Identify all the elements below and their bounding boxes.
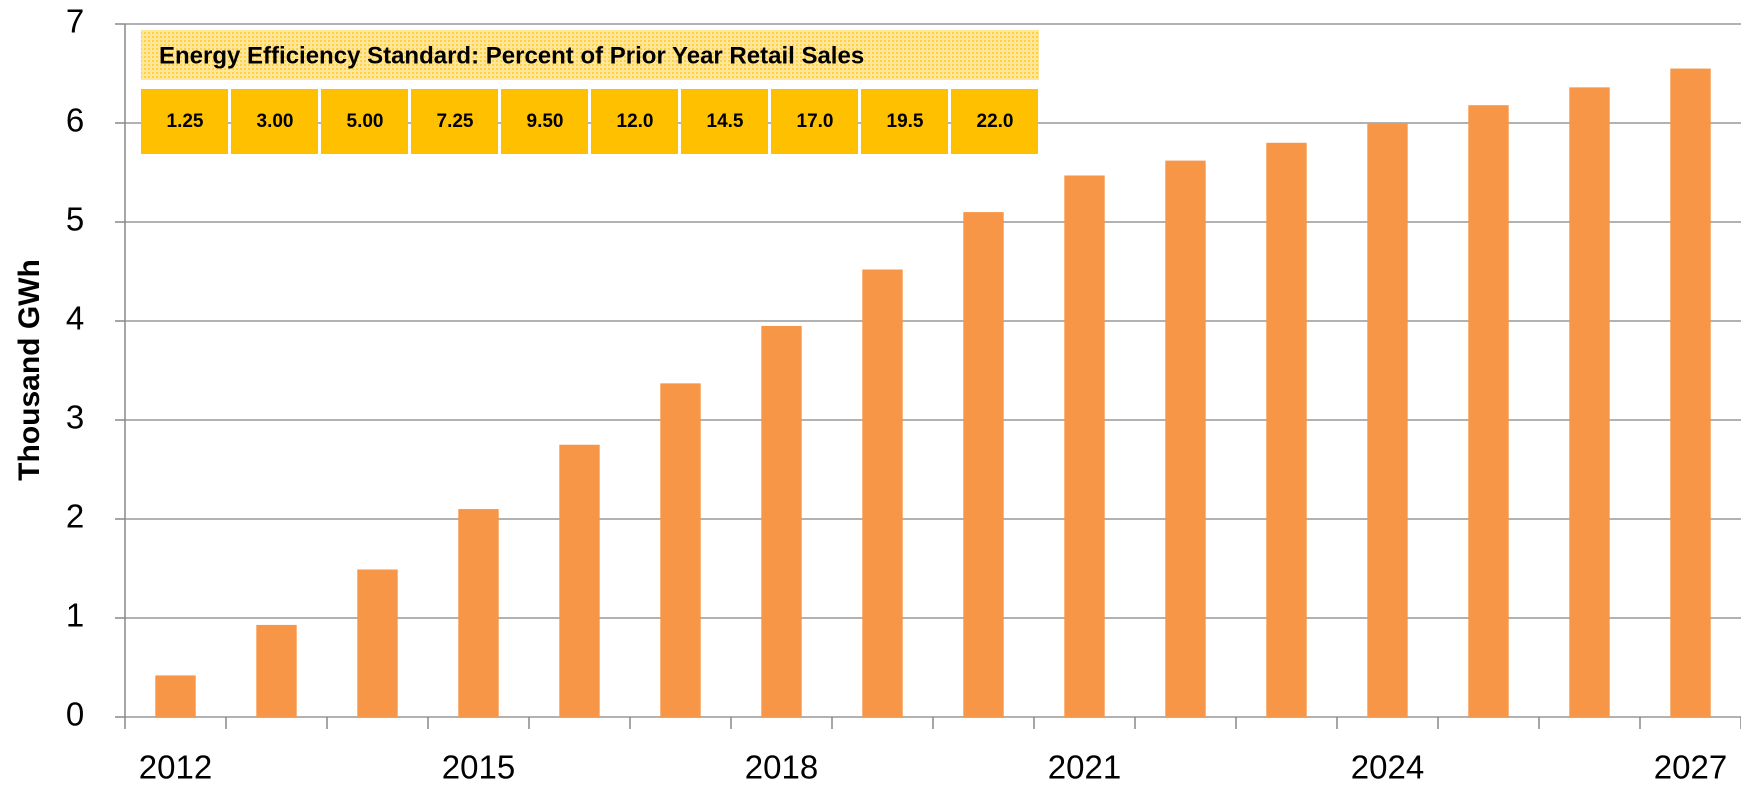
- bar: [1468, 105, 1509, 718]
- y-tick-label: 1: [66, 597, 84, 634]
- y-tick-label: 4: [66, 300, 84, 337]
- annotation-cell-text: 17.0: [797, 111, 834, 132]
- annotation-cell: [321, 89, 408, 154]
- y-tick-label: 3: [66, 399, 84, 436]
- y-axis-label: Thousand GWh: [13, 259, 46, 481]
- annotation-cell-text: 19.5: [887, 111, 924, 132]
- bar: [1670, 68, 1711, 718]
- y-tick-label: 2: [66, 498, 84, 535]
- annotation-cell: [501, 89, 588, 154]
- bar: [458, 509, 499, 717]
- annotation-cell-text: 1.25: [167, 111, 204, 132]
- annotation-cell: [861, 89, 948, 154]
- bar: [862, 269, 903, 717]
- annotation-cell-text: 9.50: [527, 111, 564, 132]
- annotation-cell-text: 5.00: [347, 111, 384, 132]
- annotation-cell-text: 3.00: [257, 111, 294, 132]
- bar: [357, 569, 398, 717]
- x-tick-label: 2015: [442, 749, 515, 786]
- x-tick-label: 2024: [1351, 749, 1424, 786]
- bar: [1569, 87, 1610, 718]
- annotation-cell: [591, 89, 678, 154]
- bar: [1266, 142, 1307, 718]
- annotation-cell: [231, 89, 318, 154]
- bar: [256, 624, 297, 717]
- annotation-cell: [771, 89, 858, 154]
- bar: [761, 325, 802, 717]
- x-tick-label: 2018: [745, 749, 818, 786]
- annotation-cell-text: 22.0: [977, 111, 1014, 132]
- y-tick-label: 5: [66, 201, 84, 238]
- annotation-cell: [411, 89, 498, 154]
- annotation-cell-text: 12.0: [617, 111, 654, 132]
- bar: [1064, 175, 1105, 718]
- bar: [963, 212, 1004, 717]
- x-tick-label: 2021: [1048, 749, 1121, 786]
- y-tick-label: 7: [66, 3, 84, 40]
- annotation-cell: [951, 89, 1038, 154]
- bar: [660, 383, 701, 717]
- y-tick-label: 0: [66, 696, 84, 733]
- bar: [155, 675, 196, 717]
- y-tick-label: 6: [66, 102, 84, 139]
- x-tick-label: 2027: [1654, 749, 1727, 786]
- annotation-cell-text: 7.25: [437, 111, 474, 132]
- x-tick-label: 2012: [139, 749, 212, 786]
- annotation-cell: [141, 89, 228, 154]
- bar: [1367, 123, 1408, 717]
- annotation-title: Energy Efficiency Standard: Percent of P…: [159, 42, 864, 69]
- bar: [559, 444, 600, 717]
- annotation-title-box: [141, 30, 1039, 80]
- annotation-cell-text: 14.5: [707, 111, 744, 132]
- annotation-cell: [681, 89, 768, 154]
- bar: [1165, 160, 1206, 717]
